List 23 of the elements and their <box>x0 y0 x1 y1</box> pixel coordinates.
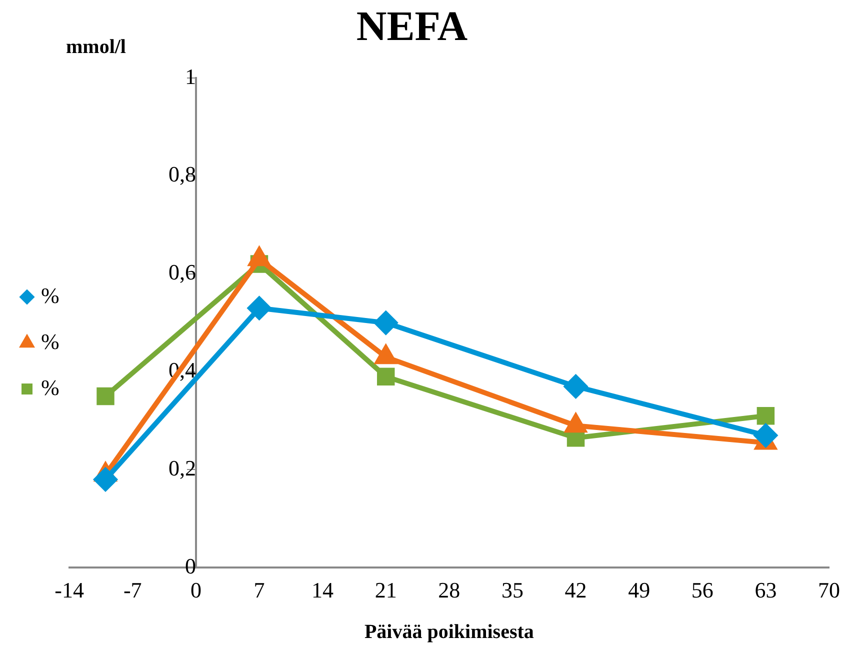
x-tick-label: 63 <box>754 578 777 603</box>
x-axis-title: Päivää poikimisesta <box>364 621 534 644</box>
y-tick-label: 0,8 <box>168 162 196 187</box>
y-tick-label: 0,2 <box>168 455 196 480</box>
y-tick-label: 1 <box>184 64 196 89</box>
x-tick-label: 49 <box>628 578 650 603</box>
y-tick-label: 0 <box>184 553 196 578</box>
legend-label: % <box>41 282 60 308</box>
y-tick-label: 0,6 <box>168 260 196 285</box>
legend-label: % <box>41 374 60 400</box>
chart-title: NEFA <box>356 4 468 50</box>
x-tick-label: 42 <box>564 578 587 603</box>
x-tick-label: -14 <box>54 578 84 603</box>
x-tick-label: 35 <box>501 578 524 603</box>
x-tick-label: 7 <box>254 578 265 603</box>
x-tick-label: 21 <box>374 578 397 603</box>
x-tick-label: 14 <box>312 578 334 603</box>
x-tick-label: -7 <box>123 578 142 603</box>
legend-label: % <box>41 328 60 354</box>
x-tick-label: 70 <box>818 578 840 603</box>
x-tick-label: 28 <box>438 578 460 603</box>
x-tick-label: 56 <box>691 578 714 603</box>
y-axis-title: mmol/l <box>66 36 126 58</box>
